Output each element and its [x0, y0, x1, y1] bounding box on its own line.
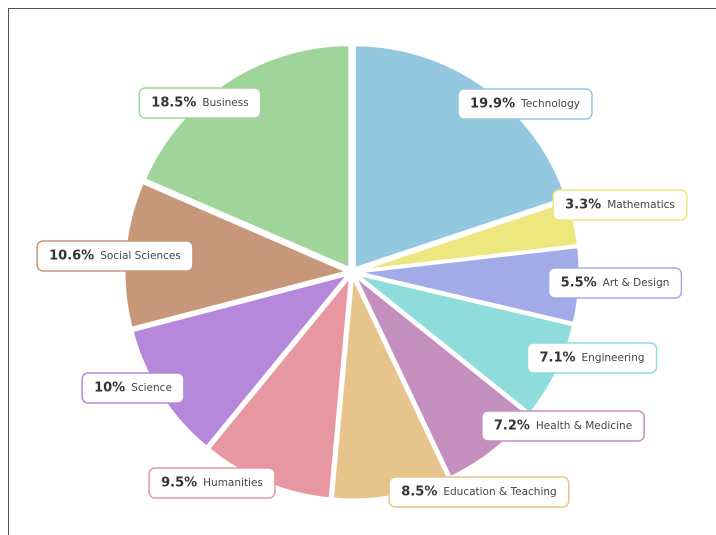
value-label: 18.5% — [151, 96, 196, 111]
label-box — [148, 467, 276, 499]
value-label: 10.6% — [49, 249, 94, 264]
label-box — [138, 87, 262, 119]
slice-label: 7.1% Engineering — [526, 342, 658, 374]
value-label: 7.1% — [539, 351, 575, 366]
slice-label: 5.5% Art & Design — [547, 267, 683, 299]
category-label: Science — [131, 382, 172, 394]
value-label: 8.5% — [401, 485, 437, 500]
value-label: 19.9% — [470, 97, 515, 112]
value-label: 7.2% — [494, 419, 530, 434]
category-label: Mathematics — [607, 199, 675, 211]
label-box — [388, 476, 570, 508]
category-label: Art & Design — [603, 277, 670, 289]
label-box — [36, 240, 194, 272]
slice-label: 19.9% Technology — [457, 88, 593, 120]
slice-label: 10.6% Social Sciences — [36, 240, 194, 272]
value-label: 5.5% — [561, 276, 597, 291]
value-label: 10% — [94, 381, 125, 396]
category-label: Health & Medicine — [536, 420, 632, 432]
slice-label: 7.2% Health & Medicine — [481, 410, 645, 442]
category-label: Humanities — [203, 477, 263, 489]
frame — [8, 8, 716, 535]
pie-slice — [352, 43, 569, 271]
slice-label: 8.5% Education & Teaching — [388, 476, 570, 508]
slice-label: 10% Science — [81, 372, 185, 404]
value-label: 9.5% — [161, 476, 197, 491]
label-box — [81, 372, 185, 404]
slice-label: 3.3% Mathematics — [552, 189, 688, 221]
label-box — [526, 342, 658, 374]
category-label: Business — [202, 97, 248, 109]
category-label: Engineering — [582, 352, 645, 364]
label-box — [547, 267, 683, 299]
category-label: Technology — [520, 98, 580, 110]
slice-label: 18.5% Business — [138, 87, 262, 119]
label-box — [481, 410, 645, 442]
pie-slice — [142, 43, 352, 271]
label-box — [457, 88, 593, 120]
slice-label: 9.5% Humanities — [148, 467, 276, 499]
category-label: Social Sciences — [100, 250, 181, 262]
label-box — [552, 189, 688, 221]
category-label: Education & Teaching — [443, 486, 556, 498]
value-label: 3.3% — [565, 198, 601, 213]
